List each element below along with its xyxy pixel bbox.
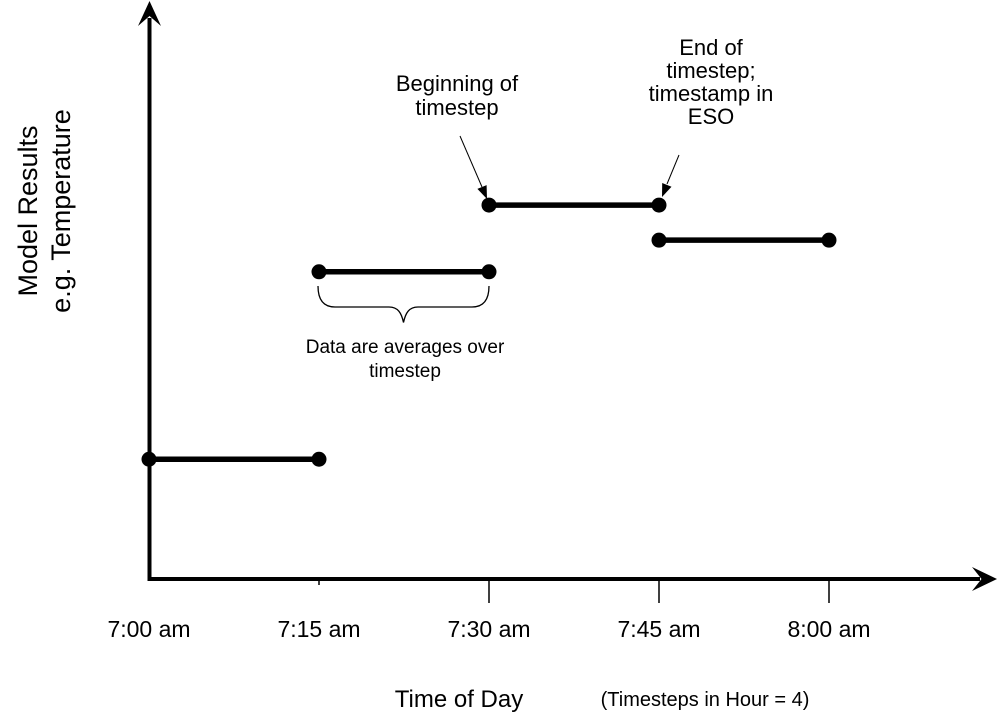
leader-line-beginning	[459, 135, 483, 188]
data-point	[481, 264, 497, 280]
annotation-beginning-of-timestep: Beginning of timestep	[395, 71, 519, 120]
y-axis-arrowhead-icon	[138, 1, 161, 26]
data-point	[651, 197, 667, 213]
annotation-end-of-timestep: End of timestep; timestamp in ESO	[648, 35, 774, 129]
leader-line-end	[666, 154, 680, 185]
data-point	[651, 232, 667, 248]
x-tick-label: 7:00 am	[107, 616, 191, 642]
data-point	[481, 197, 497, 213]
data-point	[311, 451, 327, 467]
data-point	[821, 232, 837, 248]
data-point	[141, 451, 157, 467]
annotation-data-averages: Data are averages over timestep	[305, 337, 505, 382]
leader-arrowhead-icon	[662, 183, 672, 197]
x-tick-label: 7:45 am	[617, 616, 701, 642]
x-axis-title: Time of Day	[394, 686, 524, 713]
data-point	[311, 264, 327, 280]
x-axis-note: (Timesteps in Hour = 4)	[600, 689, 810, 711]
x-tick-label: 7:15 am	[277, 616, 361, 642]
leader-arrowhead-icon	[477, 185, 487, 199]
brace-icon	[317, 285, 490, 323]
x-tick-label: 7:30 am	[447, 616, 531, 642]
x-tick-label: 8:00 am	[787, 616, 871, 642]
y-axis-label: Model Results e.g. Temperature	[13, 109, 76, 313]
x-axis-arrowhead-icon	[972, 567, 997, 591]
